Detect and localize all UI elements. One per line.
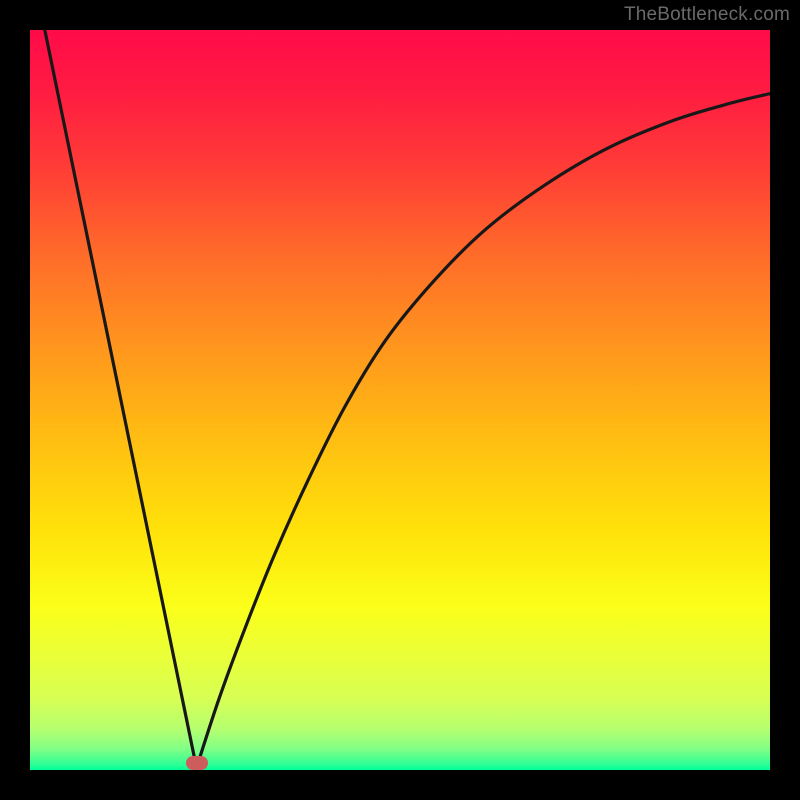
minimum-marker (186, 756, 208, 770)
watermark-text: TheBottleneck.com (624, 4, 790, 26)
bottleneck-curve (30, 30, 770, 770)
plot-area (30, 30, 770, 770)
